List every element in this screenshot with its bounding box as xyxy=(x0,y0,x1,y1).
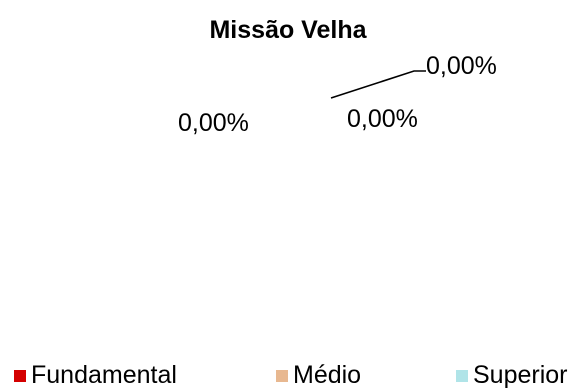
legend-swatch-medio xyxy=(276,369,288,382)
chart-legend: Fundamental Médio Superior xyxy=(0,360,576,391)
legend-swatch-superior xyxy=(456,369,468,382)
data-label-fundamental: 0,00% xyxy=(178,109,249,137)
data-label-superior: 0,00% xyxy=(426,52,497,80)
chart-title: Missão Velha xyxy=(209,16,367,44)
legend-item-fundamental: Fundamental xyxy=(14,360,177,391)
data-label-medio: 0,00% xyxy=(347,105,418,133)
legend-item-superior: Superior xyxy=(456,360,568,391)
legend-label-superior: Superior xyxy=(473,361,568,389)
legend-label-fundamental: Fundamental xyxy=(31,361,177,389)
legend-item-medio: Médio xyxy=(276,360,361,391)
data-label-leader-line xyxy=(330,70,426,99)
legend-label-medio: Médio xyxy=(293,361,362,389)
legend-swatch-fundamental xyxy=(14,369,26,382)
